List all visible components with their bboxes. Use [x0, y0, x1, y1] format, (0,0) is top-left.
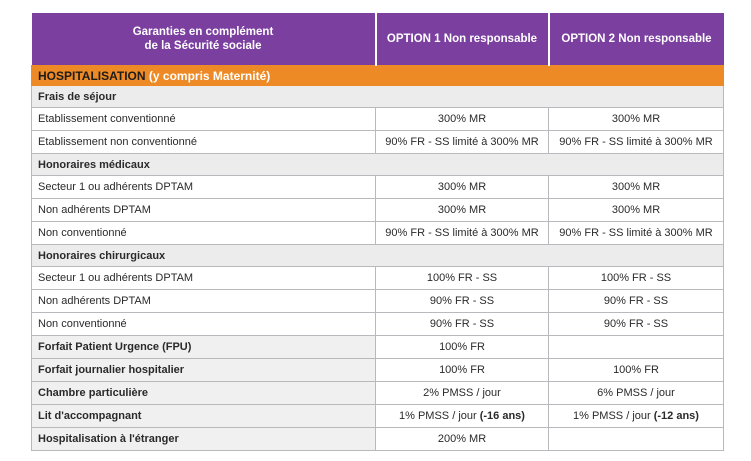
section-title-text: HOSPITALISATION	[38, 68, 146, 83]
row-label: Secteur 1 ou adhérents DPTAM	[31, 175, 376, 199]
row-option2-value: 100% FR	[548, 358, 724, 382]
row-option2-value: 1% PMSS / jour (-12 ans)	[548, 404, 724, 428]
row-label: Non adhérents DPTAM	[31, 198, 376, 222]
group-honoraires-medicaux: Honoraires médicaux	[31, 153, 724, 176]
table-row: Non adhérents DPTAM 300% MR 300% MR	[31, 198, 724, 222]
row-option1-value: 1% PMSS / jour (-16 ans)	[375, 404, 549, 428]
header-option2: OPTION 2 Non responsable	[548, 13, 724, 66]
row-option2-value: 6% PMSS / jour	[548, 381, 724, 405]
section-hospitalisation: HOSPITALISATION (y compris Maternité)	[31, 65, 724, 86]
row-option1-value: 90% FR - SS limité à 300% MR	[375, 130, 549, 154]
header-label-line1: Garanties en complément	[132, 26, 274, 38]
group-row: Honoraires médicaux	[31, 153, 724, 176]
row-label: Etablissement conventionné	[31, 107, 376, 131]
row-option2-value: 90% FR - SS	[548, 289, 724, 313]
row-label: Non conventionné	[31, 221, 376, 245]
row-option2-value: 90% FR - SS	[548, 312, 724, 336]
row-option1-value: 300% MR	[375, 175, 549, 199]
row-label: Chambre particulière	[31, 381, 376, 405]
table-row: Forfait Patient Urgence (FPU) 100% FR	[31, 335, 724, 359]
row-label: Non conventionné	[31, 312, 376, 336]
row-option2-value: 300% MR	[548, 198, 724, 222]
row-option2-text: 1% PMSS / jour	[573, 410, 654, 422]
header-option1: OPTION 1 Non responsable	[375, 13, 550, 66]
row-option1-value: 90% FR - SS	[375, 312, 549, 336]
row-option2-value: 300% MR	[548, 107, 724, 131]
guarantees-table-container: Garanties en complément de la Sécurité s…	[31, 13, 724, 451]
table-row: Non adhérents DPTAM 90% FR - SS 90% FR -…	[31, 289, 724, 313]
group-honoraires-chirurgicaux: Honoraires chirurgicaux	[31, 244, 724, 267]
table-row: Forfait journalier hospitalier 100% FR 1…	[31, 358, 724, 382]
table-row: Secteur 1 ou adhérents DPTAM 100% FR - S…	[31, 266, 724, 290]
row-label: Secteur 1 ou adhérents DPTAM	[31, 266, 376, 290]
row-option1-value: 300% MR	[375, 107, 549, 131]
table-row: Non conventionné 90% FR - SS 90% FR - SS	[31, 312, 724, 336]
header-label-line2: de la Sécurité sociale	[144, 40, 262, 52]
group-row: Honoraires chirurgicaux	[31, 244, 724, 267]
table-row: Hospitalisation à l'étranger 200% MR	[31, 427, 724, 451]
row-option1-value: 300% MR	[375, 198, 549, 222]
row-label: Etablissement non conventionné	[31, 130, 376, 154]
row-label: Forfait Patient Urgence (FPU)	[31, 335, 376, 359]
row-option1-value: 2% PMSS / jour	[375, 381, 549, 405]
table-row: Chambre particulière 2% PMSS / jour 6% P…	[31, 381, 724, 405]
row-option2-value: 300% MR	[548, 175, 724, 199]
row-option1-value: 100% FR	[375, 358, 549, 382]
row-option1-value: 90% FR - SS limité à 300% MR	[375, 221, 549, 245]
header-guarantees-label: Garanties en complément de la Sécurité s…	[31, 13, 377, 66]
row-option1-value: 100% FR - SS	[375, 266, 549, 290]
row-option1-age-limit: (-16 ans)	[479, 410, 525, 422]
group-row: Frais de séjour	[31, 85, 724, 108]
row-option2-value: 90% FR - SS limité à 300% MR	[548, 221, 724, 245]
table-row: Secteur 1 ou adhérents DPTAM 300% MR 300…	[31, 175, 724, 199]
row-option1-value: 90% FR - SS	[375, 289, 549, 313]
row-option1-value: 200% MR	[375, 427, 549, 451]
row-option1-value: 100% FR	[375, 335, 549, 359]
table-row: Lit d'accompagnant 1% PMSS / jour (-16 a…	[31, 404, 724, 428]
row-option2-value: 100% FR - SS	[548, 266, 724, 290]
group-frais-de-sejour: Frais de séjour	[31, 85, 724, 108]
table-row: Etablissement non conventionné 90% FR - …	[31, 130, 724, 154]
section-subtitle: (y compris Maternité)	[145, 68, 271, 83]
row-option2-value: 90% FR - SS limité à 300% MR	[548, 130, 724, 154]
row-option2-age-limit: (-12 ans)	[653, 410, 699, 422]
row-label: Forfait journalier hospitalier	[31, 358, 376, 382]
guarantees-table: Garanties en complément de la Sécurité s…	[31, 13, 724, 451]
table-header-row: Garanties en complément de la Sécurité s…	[31, 13, 724, 66]
row-label: Non adhérents DPTAM	[31, 289, 376, 313]
table-row: Etablissement conventionné 300% MR 300% …	[31, 107, 724, 131]
row-option2-value	[548, 427, 724, 451]
row-option2-value	[548, 335, 724, 359]
row-option1-text: 1% PMSS / jour	[399, 410, 480, 422]
section-title: HOSPITALISATION (y compris Maternité)	[31, 65, 724, 86]
row-label: Lit d'accompagnant	[31, 404, 376, 428]
table-row: Non conventionné 90% FR - SS limité à 30…	[31, 221, 724, 245]
row-label: Hospitalisation à l'étranger	[31, 427, 376, 451]
